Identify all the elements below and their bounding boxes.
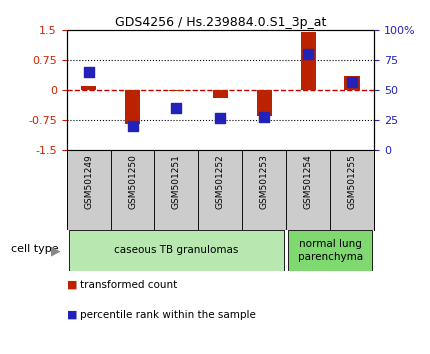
- Point: [217, 115, 224, 121]
- Text: cell type: cell type: [11, 244, 58, 254]
- Text: ▶: ▶: [51, 244, 61, 257]
- Bar: [344, 76, 360, 90]
- Point: [261, 114, 268, 120]
- Text: ■: ■: [67, 280, 77, 290]
- Text: GSM501255: GSM501255: [347, 154, 356, 209]
- Text: caseous TB granulomas: caseous TB granulomas: [114, 245, 239, 256]
- Text: normal lung
parenchyma: normal lung parenchyma: [298, 239, 363, 262]
- Text: GSM501249: GSM501249: [84, 154, 93, 209]
- Text: GSM501253: GSM501253: [260, 154, 269, 209]
- Bar: [69, 230, 284, 271]
- Point: [85, 69, 92, 75]
- Bar: [111, 150, 154, 230]
- Bar: [257, 90, 272, 116]
- Text: GSM501251: GSM501251: [172, 154, 181, 209]
- Bar: [213, 90, 228, 98]
- Bar: [81, 86, 96, 90]
- Text: ■: ■: [67, 310, 77, 320]
- Bar: [67, 150, 111, 230]
- Bar: [243, 150, 286, 230]
- Point: [173, 105, 180, 111]
- Point: [305, 51, 312, 57]
- Point: [129, 124, 136, 129]
- Bar: [125, 90, 140, 124]
- Text: transformed count: transformed count: [80, 280, 177, 290]
- Point: [349, 79, 356, 85]
- Bar: [169, 90, 184, 91]
- Bar: [286, 150, 330, 230]
- Bar: [154, 150, 198, 230]
- Bar: [289, 230, 372, 271]
- Text: GSM501250: GSM501250: [128, 154, 137, 209]
- Bar: [301, 32, 316, 90]
- Text: GSM501252: GSM501252: [216, 154, 225, 209]
- Text: GSM501254: GSM501254: [304, 154, 313, 209]
- Text: percentile rank within the sample: percentile rank within the sample: [80, 310, 255, 320]
- Bar: [198, 150, 243, 230]
- Title: GDS4256 / Hs.239884.0.S1_3p_at: GDS4256 / Hs.239884.0.S1_3p_at: [115, 16, 326, 29]
- Bar: [330, 150, 374, 230]
